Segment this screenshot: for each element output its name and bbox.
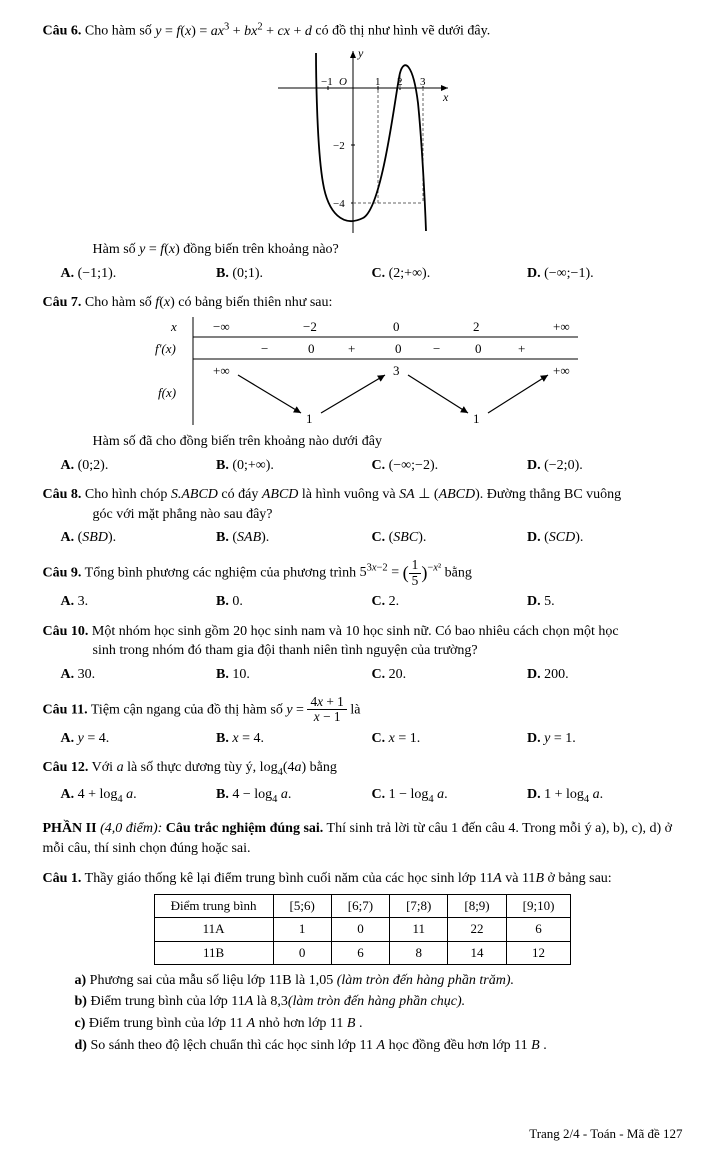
- svg-text:+∞: +∞: [213, 363, 230, 378]
- question-6: Câu 6. Cho hàm số y = f(x) = ax3 + bx2 +…: [43, 20, 683, 41]
- q9-answers: A. 3. B. 0. C. 2. D. 5.: [61, 592, 683, 612]
- q11-answers: A. y = 4. B. x = 4. C. x = 1. D. y = 1.: [61, 729, 683, 749]
- svg-text:x: x: [170, 319, 177, 334]
- q7-subtext: Hàm số đã cho đồng biến trên khoảng nào …: [93, 432, 683, 452]
- q6-label: Câu 6.: [43, 24, 82, 39]
- svg-text:0: 0: [395, 341, 402, 356]
- question-7: Câu 7. Cho hàm số f(x) có bảng biến thiê…: [43, 293, 683, 313]
- q6-subtext: Hàm số y = f(x) đồng biến trên khoảng nà…: [93, 240, 683, 260]
- q6-answers: A. (−1;1). B. (0;1). C. (2;+∞). D. (−∞;−…: [61, 264, 683, 284]
- svg-text:−2: −2: [303, 319, 317, 334]
- svg-text:−∞: −∞: [213, 319, 230, 334]
- svg-text:+: +: [348, 341, 355, 356]
- svg-text:−4: −4: [333, 198, 345, 210]
- svg-text:1: 1: [473, 411, 480, 426]
- score-table: Điểm trung bình [5;6) [6;7) [7;8) [8;9) …: [154, 894, 572, 965]
- phan2-header: PHẦN II (4,0 điểm): Câu trắc nghiệm đúng…: [43, 819, 683, 858]
- q7-answers: A. (0;2). B. (0;+∞). C. (−∞;−2). D. (−2;…: [61, 456, 683, 476]
- svg-text:+∞: +∞: [553, 363, 570, 378]
- p2q1-subitems: a) Phương sai của mẫu số liệu lớp 11B là…: [75, 971, 683, 1055]
- variation-table-svg: x −∞ −2 0 2 +∞ f'(x) − 0 + 0 − 0 + f(x) …: [143, 315, 583, 430]
- question-9: Câu 9. Tổng bình phương các nghiệm của p…: [43, 558, 683, 588]
- q10-answers: A. 30. B. 10. C. 20. D. 200.: [61, 665, 683, 685]
- svg-text:y: y: [357, 46, 364, 60]
- q6-formula: y = f(x) = ax3 + bx2 + cx + d: [155, 24, 312, 39]
- svg-text:−2: −2: [333, 140, 345, 152]
- question-12: Câu 12. Với a là số thực dương tùy ý, lo…: [43, 758, 683, 780]
- svg-text:−1: −1: [321, 76, 333, 88]
- svg-text:x: x: [442, 90, 449, 104]
- q7-variation-table: x −∞ −2 0 2 +∞ f'(x) − 0 + 0 − 0 + f(x) …: [43, 315, 683, 430]
- q6-text-before: Cho hàm số: [85, 24, 155, 39]
- svg-text:O: O: [339, 76, 347, 88]
- svg-text:0: 0: [475, 341, 482, 356]
- p2-question-1: Câu 1. Thầy giáo thống kê lại điểm trung…: [43, 869, 683, 889]
- question-11: Câu 11. Tiệm cận ngang của đồ thị hàm số…: [43, 695, 683, 725]
- svg-text:1: 1: [306, 411, 313, 426]
- q6-graph: y x O −1 1 2 3 −2 −4: [43, 43, 683, 238]
- svg-text:f'(x): f'(x): [155, 341, 176, 356]
- svg-text:+∞: +∞: [553, 319, 570, 334]
- q6-text-after: có đồ thị như hình vẽ dưới đây.: [315, 24, 490, 39]
- question-8: Câu 8. Cho hình chóp S.ABCD có đáy ABCD …: [43, 485, 683, 505]
- svg-text:3: 3: [393, 363, 400, 378]
- svg-text:+: +: [518, 341, 525, 356]
- cubic-graph-svg: y x O −1 1 2 3 −2 −4: [268, 43, 458, 238]
- q12-answers: A. 4 + log4 a. B. 4 − log4 a. C. 1 − log…: [61, 785, 683, 807]
- svg-text:2: 2: [473, 319, 480, 334]
- svg-text:0: 0: [308, 341, 315, 356]
- svg-text:f(x): f(x): [158, 385, 176, 400]
- svg-text:−: −: [433, 341, 440, 356]
- page-footer: Trang 2/4 - Toán - Mã đề 127: [43, 1125, 683, 1143]
- svg-text:0: 0: [393, 319, 400, 334]
- q8-answers: A. (SBD). B. (SAB). C. (SBC). D. (SCD).: [61, 528, 683, 548]
- svg-text:−: −: [261, 341, 268, 356]
- question-10: Câu 10. Một nhóm học sinh gồm 20 học sin…: [43, 622, 683, 642]
